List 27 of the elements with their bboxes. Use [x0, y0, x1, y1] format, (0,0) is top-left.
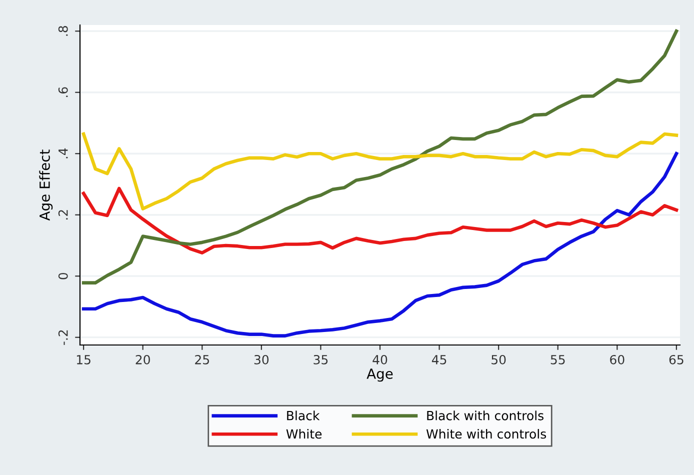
x-tick-label: 50 — [492, 354, 506, 364]
x-tick-label: 55 — [550, 355, 565, 364]
x-tick-label: 35 — [314, 354, 328, 364]
line-series — [82, 132, 678, 210]
x-tick-label: 30 — [254, 354, 269, 364]
y-tick-label: .6 — [58, 87, 68, 97]
y-tick-label: -.2 — [58, 330, 68, 345]
y-tick-label: .2 — [58, 210, 68, 220]
x-tick-label: 20 — [136, 354, 150, 364]
y-tick-label: .8 — [58, 26, 68, 36]
legend-label: White — [286, 429, 322, 439]
y-tick-label: .4 — [58, 148, 68, 158]
x-tick-label: 45 — [432, 355, 446, 364]
line-series — [82, 186, 678, 254]
legend-label: White with controls — [426, 429, 546, 439]
line-series — [82, 29, 678, 285]
x-tick-label: 40 — [372, 354, 388, 364]
x-tick-label: 25 — [195, 354, 209, 364]
y-tick-label: 0 — [58, 272, 68, 280]
line-series — [82, 152, 678, 338]
legend-label: Black with controls — [427, 410, 544, 420]
x-tick-label: 60 — [610, 354, 624, 364]
x-tick-label: 15 — [76, 355, 90, 364]
y-axis-title: Age Effect — [39, 150, 53, 221]
legend-label: Black — [287, 410, 320, 420]
x-tick-label: 65 — [669, 354, 684, 364]
x-axis-title: Age — [366, 368, 393, 382]
